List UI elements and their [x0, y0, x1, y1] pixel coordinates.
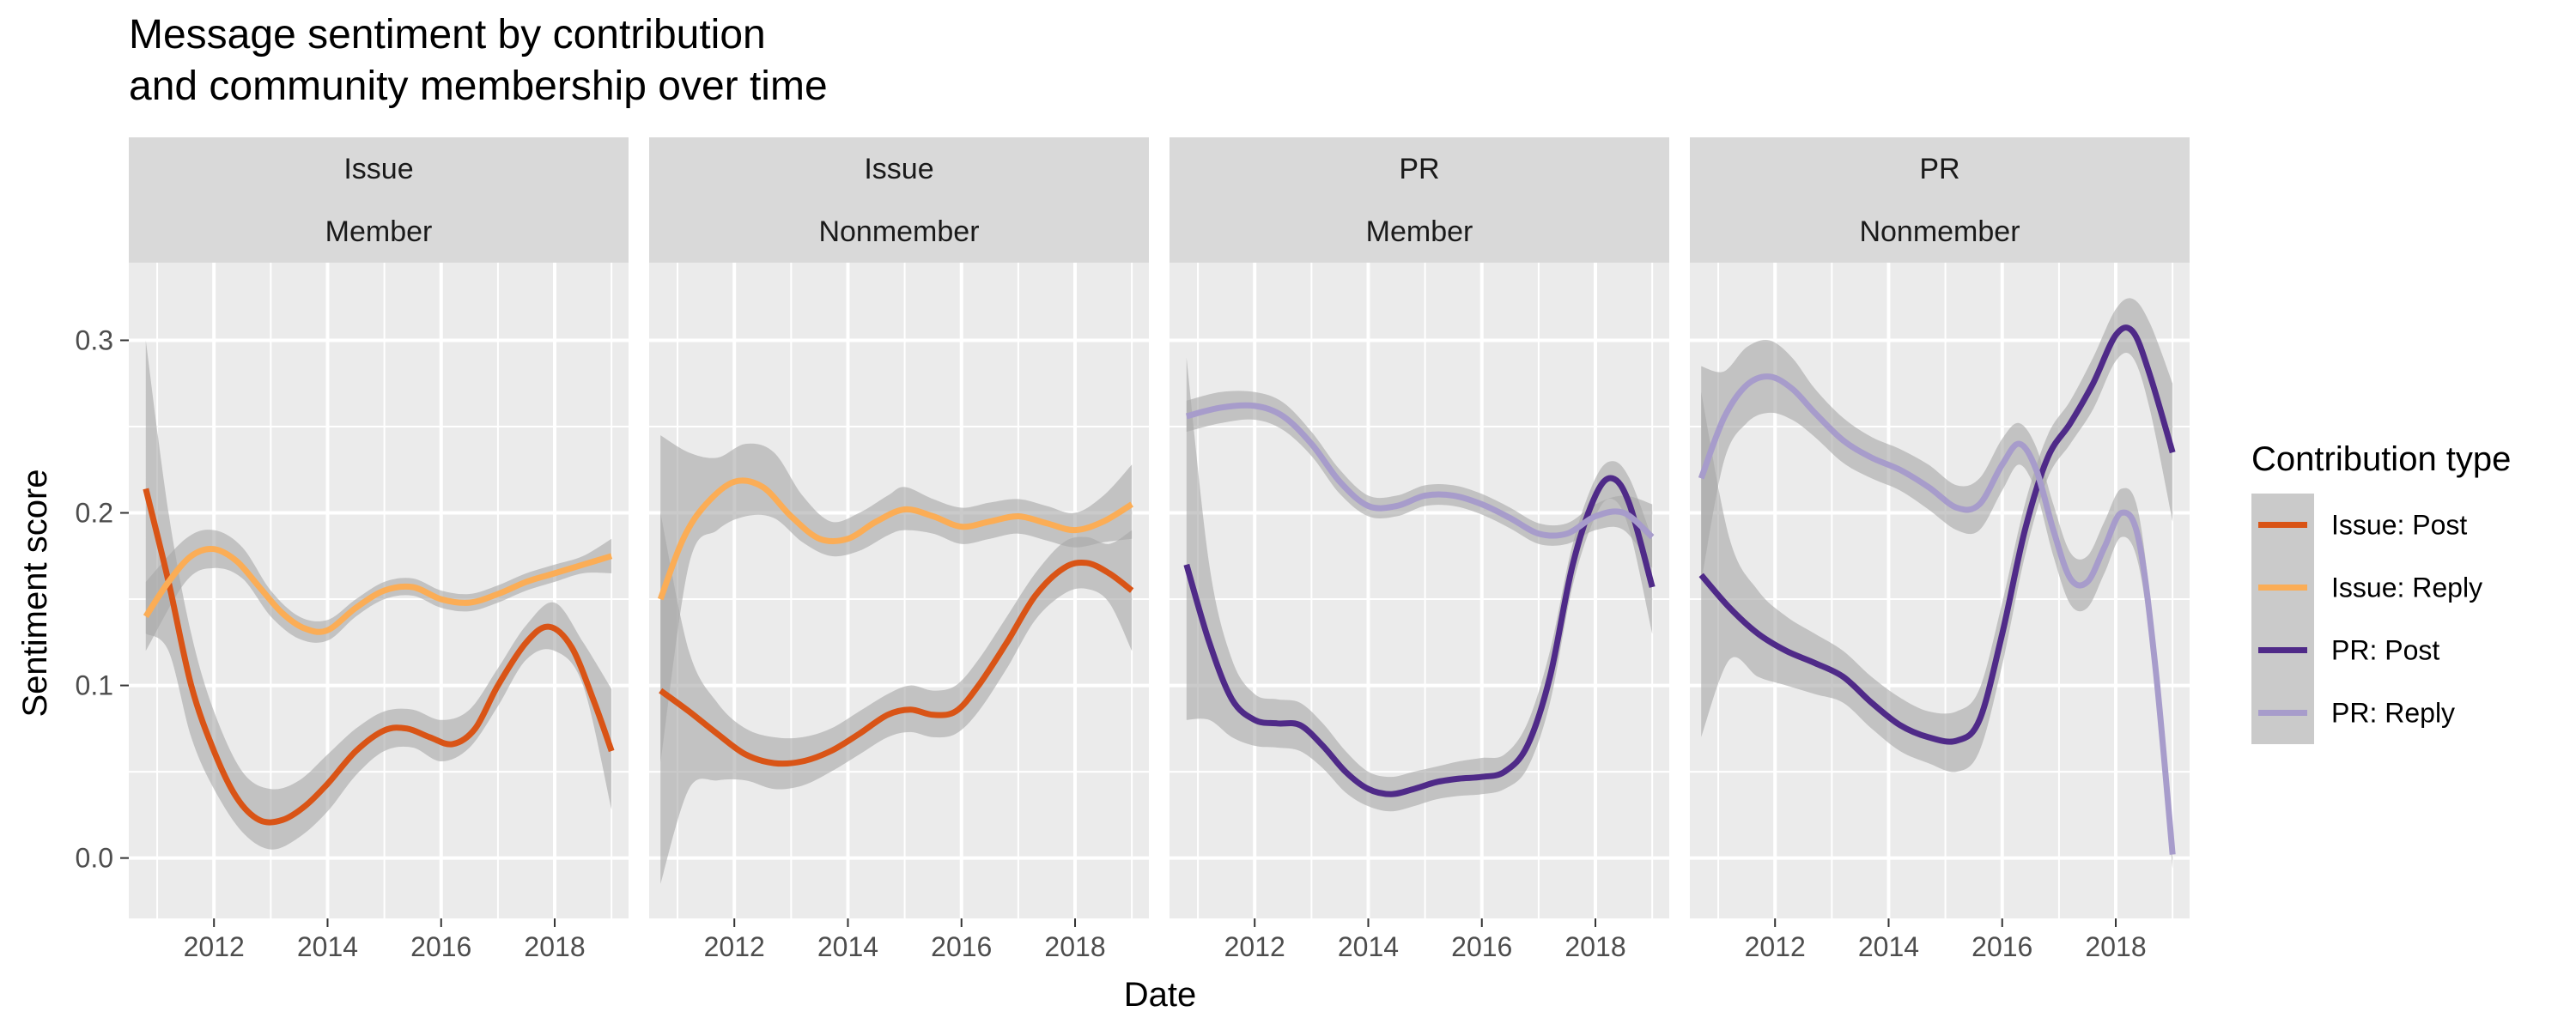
facet-panel: Issue Nonmember 2012 2014 2016 2018	[649, 137, 1149, 962]
legend-entry-label: Issue: Reply	[2331, 573, 2482, 603]
panel-background	[1170, 263, 1669, 918]
facet-strip-bottom	[1170, 200, 1669, 263]
x-tick-label: 2012	[704, 931, 765, 962]
x-tick-label: 2016	[1451, 931, 1512, 962]
y-tick-label: 0.3	[76, 324, 113, 355]
series-line	[143, 546, 613, 635]
facet-strip-top-label: PR	[1919, 153, 1959, 185]
x-tick-label: 2014	[297, 931, 358, 962]
series-line	[659, 559, 1134, 767]
series-line	[1698, 324, 2176, 745]
x-tick-label: 2018	[1044, 931, 1105, 962]
y-axis-title: Sentiment score	[16, 469, 54, 717]
y-tick-label: 0.2	[76, 498, 113, 529]
facet-panels: Issue Member 2012 2014 2016 2018 Issue Nonmembe…	[76, 137, 2190, 962]
legend: Contribution type Issue: Post Issue: Repl…	[2251, 440, 2511, 744]
confidence-band	[660, 512, 1133, 884]
facet-strip-bottom	[1690, 200, 2190, 263]
x-tick-label: 2012	[184, 931, 245, 962]
confidence-band	[1701, 339, 2173, 869]
x-tick-label: 2014	[817, 931, 878, 962]
facet-panel: PR Member 2012 2014 2016 2018	[1170, 137, 1669, 962]
facet-panel: PR Nonmember 2012 2014 2016 2018	[1690, 137, 2190, 962]
facet-strip-bottom	[649, 200, 1149, 263]
facet-strip-top-label: Issue	[864, 153, 933, 185]
x-tick-label: 2018	[2085, 931, 2146, 962]
legend-entry-label: PR: Reply	[2331, 698, 2455, 729]
chart-title-line-1: Message sentiment by contribution	[129, 12, 766, 58]
y-tick-label: 0.0	[76, 843, 113, 874]
facet-strip-bottom-label: Member	[1366, 215, 1473, 248]
x-tick-label: 2016	[410, 931, 471, 962]
x-tick-label: 2012	[1745, 931, 1806, 962]
facet-strip-bottom-label: Nonmember	[1859, 215, 2020, 248]
series-line	[657, 477, 1134, 601]
facet-strip-bottom-label: Member	[325, 215, 433, 248]
facet-strip-top-label: PR	[1399, 153, 1439, 185]
x-tick-label: 2016	[1971, 931, 2032, 962]
facet-strip-top	[649, 137, 1149, 200]
series-line	[143, 488, 615, 826]
legend-entry-label: PR: Post	[2331, 635, 2439, 666]
x-tick-label: 2012	[1224, 931, 1285, 962]
x-tick-label: 2014	[1858, 931, 1919, 962]
facet-strip-bottom-label: Nonmember	[818, 215, 979, 248]
series-line	[1183, 475, 1656, 797]
series-line	[1185, 402, 1655, 540]
facet-strip-bottom	[129, 200, 629, 263]
facet-strip-top	[1690, 137, 2190, 200]
series-line	[1698, 373, 2176, 855]
facet-strip-top-label: Issue	[343, 153, 413, 185]
x-tick-label: 2014	[1338, 931, 1399, 962]
facet-strip-top	[1170, 137, 1669, 200]
x-tick-label: 2016	[931, 931, 992, 962]
facet-panel: Issue Member 2012 2014 2016 2018	[129, 137, 629, 962]
legend-entry-label: Issue: Post	[2331, 510, 2467, 541]
confidence-band	[145, 340, 612, 850]
facet-strip-top	[129, 137, 629, 200]
x-tick-label: 2018	[524, 931, 585, 962]
chart-title-line-2: and community membership over time	[129, 64, 828, 109]
x-axis-title: Date	[1124, 976, 1197, 1014]
y-tick-label: 0.1	[76, 670, 113, 701]
confidence-band	[1701, 298, 2173, 772]
x-tick-label: 2018	[1564, 931, 1625, 962]
legend-title: Contribution type	[2251, 440, 2511, 478]
